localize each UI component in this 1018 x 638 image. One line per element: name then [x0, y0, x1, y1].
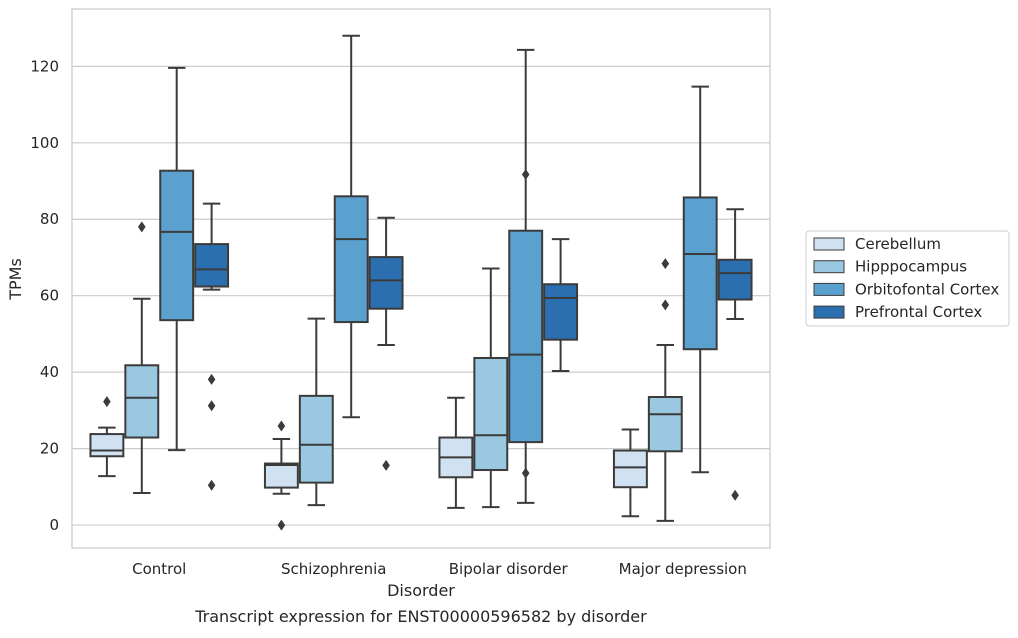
box-group [473, 267, 509, 509]
box-group [438, 396, 474, 509]
box-iqr [473, 357, 509, 472]
y-tick-label: 100 [30, 134, 59, 152]
box-group [508, 48, 544, 504]
box-group [298, 317, 334, 507]
box-iqr [717, 258, 753, 301]
box-iqr [682, 196, 718, 351]
box-group [89, 396, 125, 478]
legend: Cerebellum Hipppocampus Orbitofontal Corte… [805, 230, 1010, 327]
x-tick-label: Major depression [619, 560, 747, 578]
box-iqr [263, 462, 299, 489]
outlier-point [277, 420, 286, 432]
box-group [124, 221, 160, 494]
outlier-point [277, 519, 286, 531]
legend-label: Cerebellum [855, 235, 941, 253]
box-group [612, 428, 648, 518]
box-iqr [194, 243, 230, 288]
x-tick-labels: Control Schizophrenia Bipolar disorder Majo… [132, 560, 747, 578]
outlier-point [207, 479, 216, 491]
y-tick-label: 120 [30, 57, 59, 75]
box-iqr [333, 195, 369, 324]
outlier-point [661, 299, 670, 311]
y-tick-label: 80 [40, 210, 59, 228]
y-tick-label: 0 [49, 516, 59, 534]
legend-swatch [813, 260, 845, 274]
box-group [368, 216, 404, 471]
box-group [263, 420, 299, 531]
legend-label: Prefrontal Cortex [855, 303, 982, 321]
x-tick-label: Bipolar disorder [449, 560, 569, 578]
legend-items: Cerebellum Hipppocampus Orbitofontal Corte… [813, 235, 999, 321]
box-iqr [124, 364, 160, 439]
outlier-point [521, 169, 530, 181]
legend-label: Orbitofontal Cortex [855, 280, 999, 298]
chart-caption: Transcript expression for ENST0000059658… [194, 607, 647, 626]
x-axis-label: Disorder [387, 581, 455, 600]
box-group [194, 202, 230, 491]
outlier-point [731, 489, 739, 501]
box-iqr [368, 256, 404, 310]
box-group [159, 66, 195, 452]
box-iqr [612, 449, 648, 489]
box-group [682, 85, 718, 474]
legend-frame [805, 230, 1010, 327]
box-iqr [508, 229, 544, 444]
outlier-point [103, 396, 111, 408]
y-tick-label: 20 [40, 440, 59, 458]
plot-frame [71, 8, 771, 549]
x-tick-label: Control [132, 560, 186, 578]
outlier-point [207, 400, 216, 412]
box-iqr [89, 433, 125, 458]
box-layer [89, 34, 753, 531]
legend-swatch [813, 282, 845, 296]
outlier-point [521, 467, 530, 479]
box-iqr [298, 394, 334, 484]
box-iqr [647, 396, 683, 453]
y-tick-label: 60 [40, 287, 59, 305]
y-axis-label: TPMs [6, 258, 25, 301]
box-group [333, 34, 369, 419]
box-iqr [543, 283, 579, 341]
y-tick-labels: 0 20 40 60 80 100 120 [30, 57, 59, 534]
y-tick-label: 40 [40, 363, 59, 381]
legend-swatch [813, 237, 845, 251]
box-group [543, 238, 579, 373]
box-group [717, 208, 753, 501]
outlier-point [138, 221, 146, 233]
outlier-point [207, 373, 216, 385]
outlier-point [661, 258, 670, 270]
box-iqr [159, 169, 195, 322]
x-tick-label: Schizophrenia [281, 560, 386, 578]
box-group [647, 258, 683, 522]
legend-swatch [813, 305, 845, 319]
outlier-point [382, 459, 390, 471]
legend-label: Hipppocampus [855, 258, 967, 276]
